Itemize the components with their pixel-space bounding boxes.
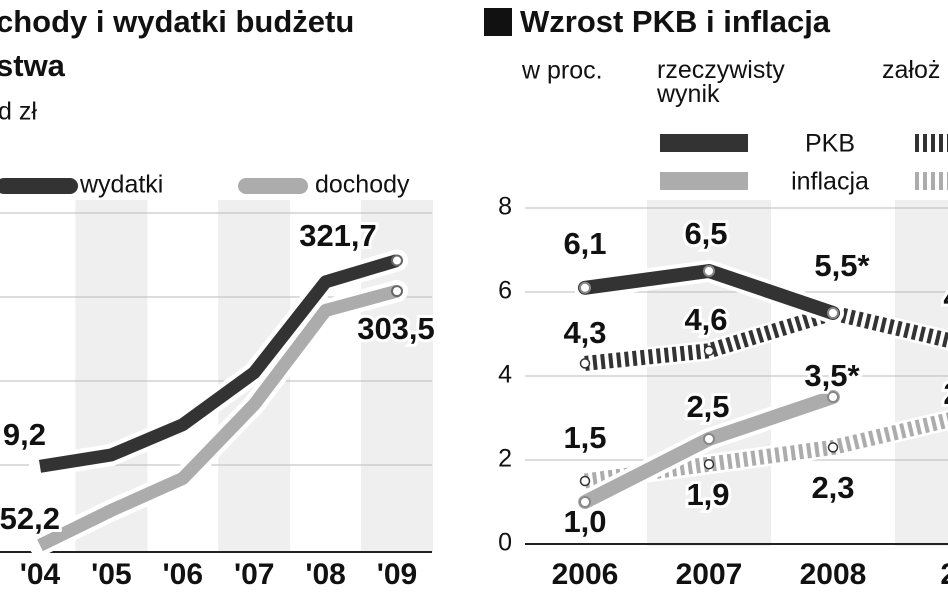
- y-tick-label: 2: [498, 445, 512, 473]
- point: [579, 281, 591, 294]
- y-tick-label: 8: [498, 193, 512, 221]
- data-label: 4,6: [684, 302, 727, 337]
- x-tick-label: '04: [20, 558, 61, 591]
- point: [579, 358, 591, 369]
- point: [703, 345, 715, 357]
- data-label: 6,1: [563, 226, 606, 261]
- title-square: [484, 8, 512, 36]
- legend-group: rzeczywisty wynik: [657, 56, 785, 108]
- left-unit: d zł: [0, 98, 37, 126]
- point: [827, 442, 839, 453]
- y-tick-label: 4: [498, 361, 512, 389]
- column-shade: [647, 200, 771, 546]
- data-label: 4,3: [563, 315, 606, 350]
- x-tick-label: 20: [940, 558, 948, 591]
- line: [38, 254, 399, 473]
- legend-label: wydatki: [79, 171, 163, 199]
- legend-label: dochody: [315, 171, 410, 199]
- point: [391, 285, 403, 298]
- data-label: 1,9: [686, 477, 729, 512]
- left-title-2: stwa: [0, 48, 66, 83]
- data-label: 1,0: [563, 504, 606, 539]
- legend-label: inflacja: [791, 168, 869, 196]
- x-tick-label: 2006: [552, 558, 619, 591]
- data-label: 2,3: [811, 470, 854, 505]
- left-title-1: chody i wydatki budżetu: [0, 4, 354, 39]
- x-tick-label: '05: [91, 558, 132, 591]
- data-label: 321,7: [299, 218, 377, 253]
- y-tick-label: 0: [498, 529, 512, 557]
- point: [579, 475, 591, 487]
- data-label: 6,5: [684, 216, 727, 251]
- line-halo: [575, 303, 948, 374]
- data-label: 303,5: [357, 311, 435, 346]
- point: [579, 496, 591, 508]
- data-label: 9,2: [3, 417, 46, 452]
- point: [391, 254, 403, 267]
- x-tick-label: '09: [377, 558, 418, 591]
- line: [583, 412, 948, 489]
- data-label: 4: [943, 280, 948, 315]
- legend-group: założ: [882, 56, 941, 84]
- point: [703, 265, 715, 277]
- right-title: Wzrost PKB i inflacja: [520, 4, 831, 39]
- point: [827, 307, 839, 319]
- column-shade: [895, 200, 948, 546]
- data-label: 1,5: [563, 420, 606, 455]
- point: [827, 391, 839, 403]
- y-tick-label: 6: [498, 277, 512, 305]
- data-label: 52,2: [0, 501, 60, 536]
- data-label: 3,5*: [804, 358, 860, 393]
- data-label: 2: [943, 376, 948, 411]
- point: [703, 433, 715, 445]
- x-tick-label: 2008: [800, 558, 867, 591]
- x-tick-label: '08: [305, 558, 346, 591]
- legend-label: PKB: [805, 130, 855, 158]
- point: [703, 458, 715, 470]
- x-tick-label: 2007: [676, 558, 743, 591]
- x-tick-label: '06: [163, 558, 204, 591]
- line: [37, 284, 399, 552]
- data-label: 2,5: [686, 389, 729, 424]
- data-label: 5,5*: [814, 248, 870, 283]
- x-tick-label: '07: [234, 558, 275, 591]
- right-unit: w proc.: [521, 57, 603, 85]
